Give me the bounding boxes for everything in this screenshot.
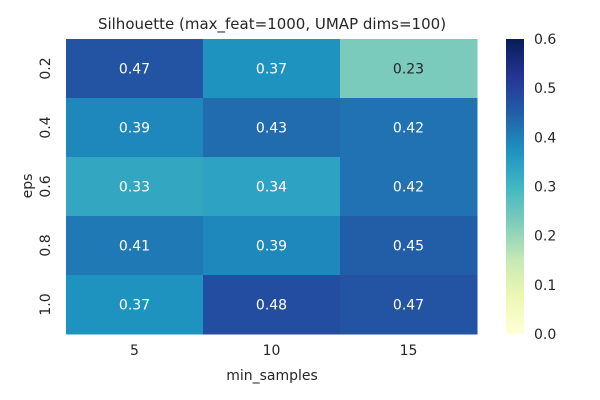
heatmap-cell <box>340 275 478 335</box>
y-tick-label: 0.8 <box>38 234 54 256</box>
y-tick-labels: 0.2 0.4 0.6 0.8 1.0 <box>38 57 54 315</box>
colorbar-tick-label: 0.4 <box>534 130 556 146</box>
colorbar <box>506 39 524 334</box>
y-tick-label: 0.4 <box>38 116 54 138</box>
colorbar-tick-label: 0.3 <box>534 180 556 196</box>
heatmap-cell <box>340 157 478 217</box>
heatmap-cell <box>340 216 478 276</box>
heatmap-cell <box>66 39 204 99</box>
heatmap-cell <box>66 216 204 276</box>
cell-value-label: 0.48 <box>256 298 287 314</box>
cell-value-label: 0.39 <box>256 239 287 255</box>
cell-value-label: 0.23 <box>393 62 424 78</box>
chart-title: Silhouette (max_feat=1000, UMAP dims=100… <box>98 15 446 34</box>
cell-value-label: 0.47 <box>119 62 150 78</box>
colorbar-tick-label: 0.6 <box>534 32 556 48</box>
cell-value-label: 0.34 <box>256 180 287 196</box>
x-tick-label: 10 <box>263 343 281 359</box>
heatmap-cell <box>203 216 341 276</box>
heatmap-cell <box>66 98 204 158</box>
cell-value-label: 0.39 <box>119 121 150 137</box>
heatmap-cell <box>203 98 341 158</box>
x-tick-labels: 5 10 15 <box>130 343 417 359</box>
heatmap-cell <box>340 98 478 158</box>
y-tick-label: 0.6 <box>38 175 54 197</box>
x-tick-label: 5 <box>130 343 139 359</box>
colorbar-tick-label: 0.1 <box>534 278 556 294</box>
cell-value-label: 0.33 <box>119 180 150 196</box>
cell-value-label: 0.42 <box>393 121 424 137</box>
x-tick-label: 15 <box>400 343 418 359</box>
cell-value-label: 0.45 <box>393 239 424 255</box>
cell-value-label: 0.41 <box>119 239 150 255</box>
cell-value-label: 0.47 <box>393 298 424 314</box>
heatmap-cell <box>203 157 341 217</box>
y-tick-label: 0.2 <box>38 57 54 79</box>
colorbar-tick-label: 0.5 <box>534 81 556 97</box>
heatmap-cells: 0.47 0.37 0.23 0.39 0.43 0.42 0.33 0.34 0.42 0.41… <box>66 39 478 335</box>
colorbar-tick-label: 0.0 <box>534 327 556 343</box>
colorbar-tick-label: 0.2 <box>534 229 556 245</box>
cell-value-label: 0.37 <box>256 62 287 78</box>
heatmap-cell <box>66 157 204 217</box>
y-tick-label: 1.0 <box>38 293 54 315</box>
y-axis-label: eps <box>20 174 36 199</box>
x-axis-label: min_samples <box>226 368 318 384</box>
heatmap-cell <box>203 275 341 335</box>
colorbar-ticks: 0.0 0.1 0.2 0.3 0.4 0.5 0.6 <box>534 32 556 343</box>
cell-value-label: 0.43 <box>256 121 287 137</box>
cell-value-label: 0.42 <box>393 180 424 196</box>
heatmap-cell <box>340 39 478 99</box>
heatmap-cell <box>66 275 204 335</box>
heatmap-cell <box>203 39 341 99</box>
cell-value-label: 0.37 <box>119 298 150 314</box>
